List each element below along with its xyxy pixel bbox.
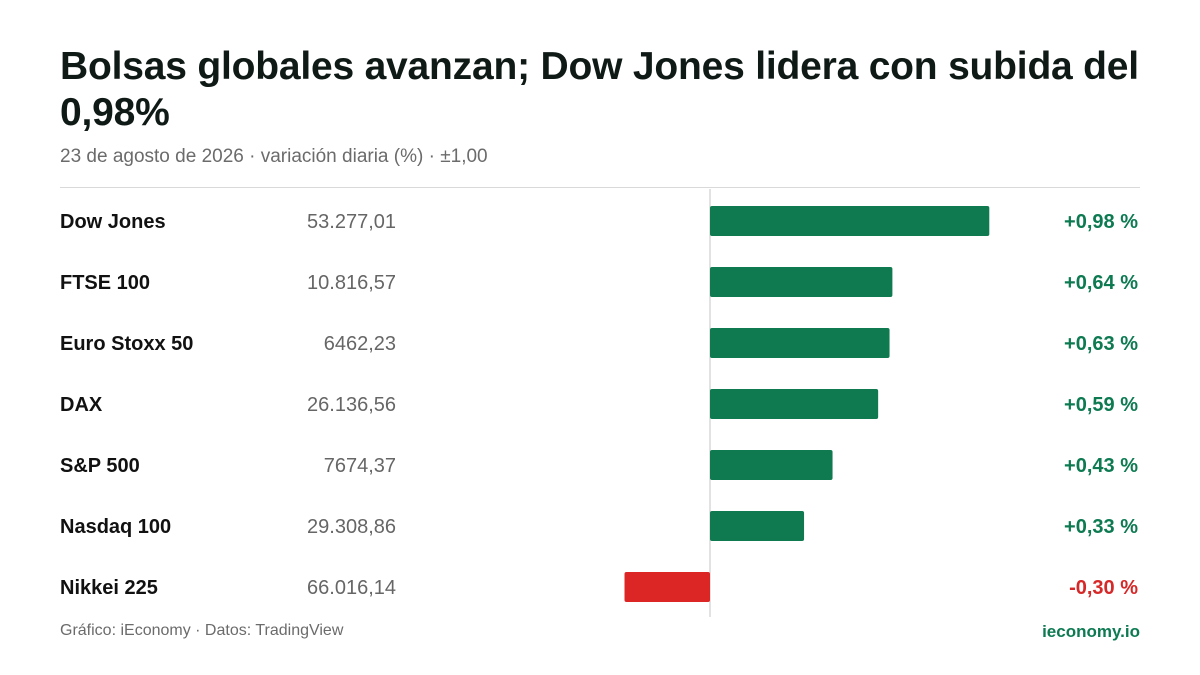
footer-credit: Gráfico: iEconomy · Datos: TradingView xyxy=(60,622,344,639)
chart-subtitle: 23 de agosto de 2026 · variación diaria … xyxy=(60,146,488,167)
bar-positive xyxy=(710,328,890,358)
row-label: Dow Jones xyxy=(60,211,166,233)
data-label: +0,63 % xyxy=(1064,333,1138,355)
data-label: +0,33 % xyxy=(1064,516,1138,538)
row-label: Nikkei 225 xyxy=(60,577,158,599)
bar-positive xyxy=(710,389,879,419)
index-value: 10.816,57 xyxy=(307,272,396,294)
row-label: Nasdaq 100 xyxy=(60,516,171,538)
data-label: +0,98 % xyxy=(1064,211,1138,233)
chart-title: Bolsas globales avanzan; Dow Jones lider… xyxy=(60,45,1139,134)
data-label: +0,64 % xyxy=(1064,272,1138,294)
data-label: +0,43 % xyxy=(1064,455,1138,477)
row-label: DAX xyxy=(60,394,103,416)
index-value: 29.308,86 xyxy=(307,516,396,538)
footer-brand-link[interactable]: ieconomy.io xyxy=(1042,622,1140,641)
index-value: 6462,23 xyxy=(324,333,396,355)
row-label: S&P 500 xyxy=(60,455,140,477)
chart-rows: Dow Jones 53.277,01 +0,98 % FTSE 100 10.816,… xyxy=(60,206,1138,602)
index-value: 26.136,56 xyxy=(307,394,396,416)
header-divider xyxy=(60,187,1140,188)
row-label: Euro Stoxx 50 xyxy=(60,333,193,355)
row-label: FTSE 100 xyxy=(60,272,150,294)
bar-positive xyxy=(710,511,805,541)
data-label: -0,30 % xyxy=(1069,577,1138,599)
bar-positive xyxy=(710,450,833,480)
index-value: 53.277,01 xyxy=(307,211,396,233)
bar-negative xyxy=(624,572,710,602)
index-value: 7674,37 xyxy=(324,455,396,477)
index-value: 66.016,14 xyxy=(307,577,396,599)
data-label: +0,59 % xyxy=(1064,394,1138,416)
bar-positive xyxy=(710,206,990,236)
bar-positive xyxy=(710,267,893,297)
